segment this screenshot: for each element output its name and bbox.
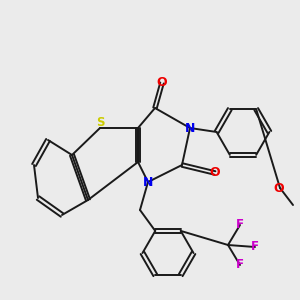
- Text: F: F: [251, 241, 259, 254]
- Text: N: N: [143, 176, 153, 188]
- Text: O: O: [210, 167, 220, 179]
- Text: F: F: [236, 259, 244, 272]
- Text: N: N: [185, 122, 195, 134]
- Text: S: S: [96, 116, 104, 129]
- Text: O: O: [157, 76, 167, 89]
- Text: F: F: [236, 218, 244, 232]
- Text: O: O: [273, 182, 284, 194]
